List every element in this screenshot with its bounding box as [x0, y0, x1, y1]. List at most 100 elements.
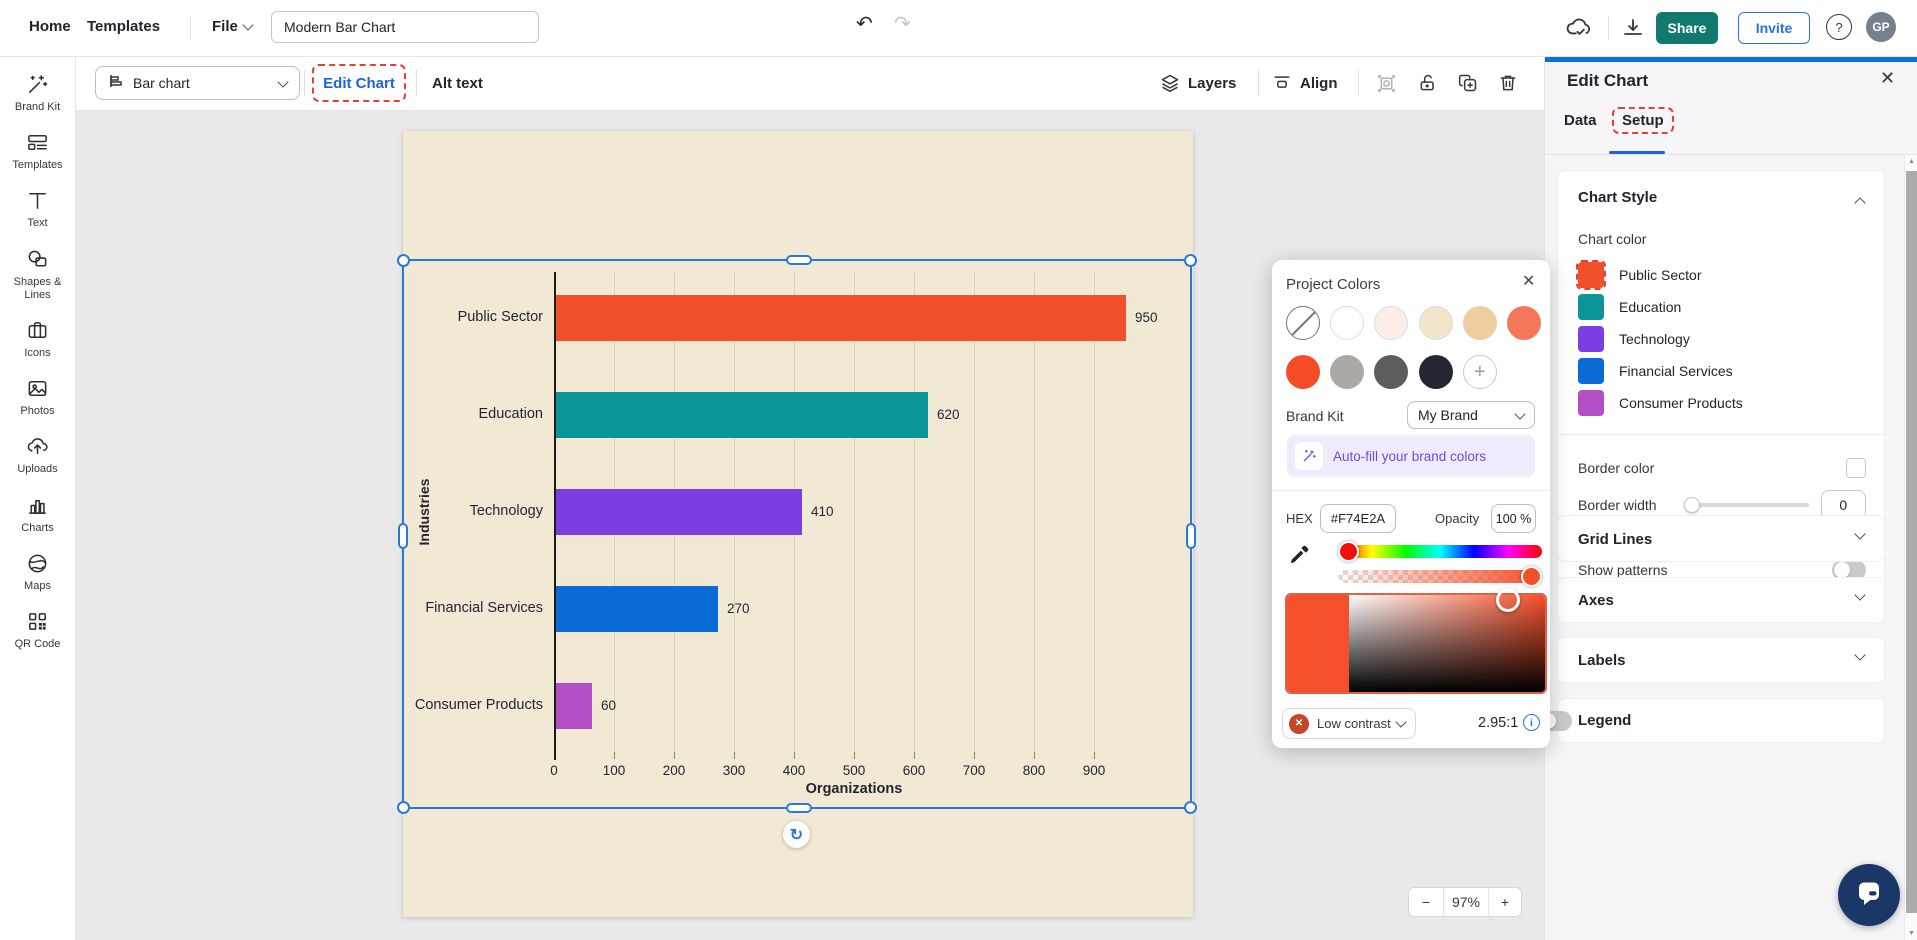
color-swatch-5d5d5b[interactable] [1374, 355, 1409, 389]
brand-kit-select[interactable]: My Brand [1407, 401, 1535, 429]
chart-type-select[interactable]: Bar chart [95, 66, 300, 100]
chat-support-button[interactable] [1838, 864, 1900, 926]
zoom-out-button[interactable]: − [1421, 894, 1431, 910]
color-swatch-f0cda1[interactable] [1462, 306, 1497, 340]
sidebar-item-uploads[interactable]: Uploads [2, 426, 74, 484]
chart-color-row-technology[interactable]: Technology [1578, 323, 1864, 355]
align-button[interactable]: Align [1272, 56, 1338, 110]
sidebar-item-photos[interactable]: Photos [2, 368, 74, 426]
chart-color-row-consumer-products[interactable]: Consumer Products [1578, 387, 1864, 419]
scroll-up-icon[interactable]: ▲ [1908, 158, 1915, 165]
hue-slider[interactable] [1338, 545, 1542, 558]
sidebar-item-text[interactable]: Text [2, 180, 74, 238]
nav-file-menu[interactable]: File [212, 18, 254, 35]
resize-handle-right[interactable] [1186, 523, 1196, 549]
opacity-slider[interactable] [1338, 570, 1542, 583]
redo-button[interactable]: ↷ [894, 13, 911, 35]
sidebar-item-icons[interactable]: Icons [2, 310, 74, 368]
resize-handle-top[interactable] [786, 255, 812, 265]
color-swatch-ffffff[interactable] [1330, 306, 1365, 340]
color-swatch-fcede7[interactable] [1374, 306, 1409, 340]
zoom-in-button[interactable]: + [1488, 888, 1521, 916]
sidebar-item-qr-code[interactable]: QR Code [2, 601, 74, 659]
close-icon[interactable]: ✕ [1522, 273, 1536, 290]
series-color-swatch[interactable] [1576, 260, 1606, 290]
no-color-swatch[interactable] [1286, 306, 1320, 340]
download-icon[interactable] [1621, 16, 1645, 45]
resize-handle-top-left[interactable] [397, 254, 410, 267]
resize-handle-top-right[interactable] [1184, 254, 1197, 267]
rotate-handle[interactable]: ↻ [783, 821, 810, 848]
series-color-swatch[interactable] [1578, 326, 1604, 352]
delete-button[interactable] [1494, 69, 1522, 97]
info-icon[interactable]: i [1523, 714, 1540, 731]
avatar[interactable]: GP [1866, 12, 1896, 42]
sidebar-item-shapes-lines[interactable]: Shapes & Lines [2, 239, 74, 310]
scrollbar-thumb[interactable] [1906, 171, 1917, 913]
chart-color-row-financial-services[interactable]: Financial Services [1578, 355, 1864, 387]
contrast-ratio: 2.95:1 [1478, 715, 1519, 731]
collapse-icon[interactable] [1854, 197, 1866, 209]
color-swatch-aca8a6[interactable] [1330, 355, 1365, 389]
hex-input[interactable]: #F74E2A [1320, 504, 1396, 533]
chart-bar-consumer-products[interactable] [556, 683, 592, 729]
show-patterns-toggle[interactable] [1832, 560, 1866, 580]
resize-handle-left[interactable] [398, 523, 408, 549]
nav-home[interactable]: Home [29, 18, 71, 35]
axes-section[interactable]: Axes [1557, 577, 1885, 623]
series-color-swatch[interactable] [1578, 294, 1604, 320]
slider-knob[interactable] [1684, 497, 1701, 513]
resize-handle-bottom-left[interactable] [397, 801, 410, 814]
resize-handle-bottom-right[interactable] [1184, 801, 1197, 814]
color-swatch-232734[interactable] [1418, 355, 1453, 389]
edit-chart-button[interactable]: Edit Chart [312, 64, 406, 102]
resize-handle-bottom[interactable] [786, 803, 812, 813]
sidebar-item-brand-kit[interactable]: Brand Kit [2, 64, 74, 122]
design-canvas-page[interactable]: 0 100 200 300 400 500 600 700 800 900 Public Secto… [403, 131, 1193, 917]
lock-button[interactable] [1414, 69, 1442, 97]
chart-color-row-education[interactable]: Education [1578, 291, 1864, 323]
undo-button[interactable]: ↶ [856, 13, 873, 35]
chart-bar-technology[interactable] [556, 489, 802, 535]
labels-section[interactable]: Labels [1557, 637, 1885, 683]
series-color-swatch[interactable] [1578, 358, 1604, 384]
sidebar-item-charts[interactable]: Charts [2, 485, 74, 543]
series-color-swatch[interactable] [1578, 390, 1604, 416]
help-button[interactable]: ? [1826, 14, 1852, 40]
opacity-knob[interactable] [1521, 566, 1542, 587]
invite-button[interactable]: Invite [1738, 12, 1810, 44]
color-swatch-f4775a[interactable] [1507, 306, 1541, 340]
zoom-level[interactable]: 97% [1443, 888, 1488, 916]
color-swatch-f1e5cb[interactable] [1418, 306, 1453, 340]
opacity-input[interactable]: 100 % [1491, 504, 1536, 533]
chart-bar-public-sector[interactable] [556, 295, 1126, 341]
document-title-input[interactable] [271, 11, 539, 43]
eyedropper-icon[interactable] [1288, 544, 1310, 571]
tab-setup[interactable]: Setup [1612, 107, 1674, 134]
tab-data[interactable]: Data [1564, 112, 1597, 129]
crop-button[interactable] [1372, 69, 1400, 97]
scroll-down-icon[interactable]: ▼ [1908, 930, 1915, 937]
panel-scrollbar[interactable]: ▲ ▼ [1904, 155, 1917, 940]
color-swatch-f44d26[interactable] [1286, 355, 1320, 389]
add-color-button[interactable]: + [1462, 355, 1497, 389]
duplicate-button[interactable] [1454, 69, 1482, 97]
chart-color-row-public-sector[interactable]: Public Sector [1576, 259, 1864, 291]
chart-bar-financial-services[interactable] [556, 586, 718, 632]
border-color-swatch[interactable] [1846, 458, 1866, 478]
share-button[interactable]: Share [1656, 12, 1718, 44]
layers-button[interactable]: Layers [1160, 56, 1236, 110]
gradient-field[interactable] [1349, 595, 1545, 692]
sidebar-item-maps[interactable]: Maps [2, 543, 74, 601]
nav-templates[interactable]: Templates [87, 18, 161, 35]
sidebar-item-templates[interactable]: Templates [2, 122, 74, 180]
autofill-brand-colors-button[interactable]: Auto-fill your brand colors [1287, 435, 1535, 477]
alt-text-button[interactable]: Alt text [432, 74, 483, 92]
grid-lines-section[interactable]: Grid Lines [1557, 515, 1885, 562]
close-icon[interactable]: ✕ [1880, 68, 1896, 88]
border-width-slider[interactable] [1684, 497, 1809, 513]
hue-knob[interactable] [1338, 541, 1359, 562]
chart-bar-education[interactable] [556, 392, 928, 438]
color-picker-cursor[interactable] [1496, 588, 1520, 612]
contrast-warning-dropdown[interactable]: ✕ Low contrast [1282, 708, 1416, 739]
